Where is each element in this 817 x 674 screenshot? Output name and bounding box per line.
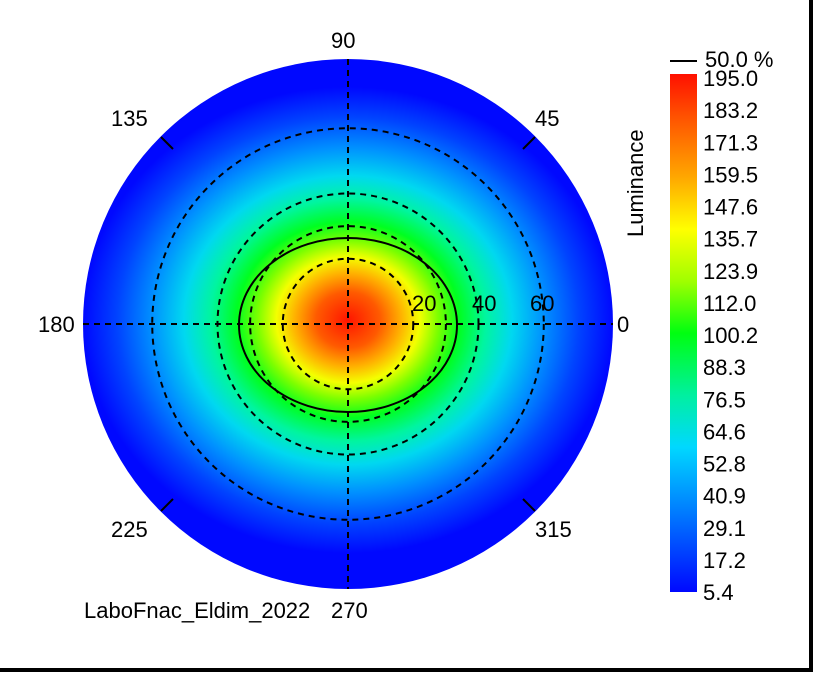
radial-label-40: 40 <box>472 291 496 316</box>
angle-label-180: 180 <box>38 312 75 337</box>
colorbar-tick-label: 195.0 <box>703 66 758 91</box>
colorbar-tick-label: 112.0 <box>703 291 756 316</box>
angle-label-225: 225 <box>111 517 148 542</box>
angle-label-45: 45 <box>535 106 559 131</box>
diagonal-ticks <box>160 136 536 512</box>
colorbar-tick-label: 52.8 <box>703 452 746 477</box>
colorbar-tick-label: 100.2 <box>703 323 758 348</box>
colorbar-tick-label: 29.1 <box>703 516 746 541</box>
colorbar-tick-label: 5.4 <box>703 580 734 605</box>
angle-label-135: 135 <box>111 106 148 131</box>
angle-label-270: 270 <box>331 598 368 623</box>
colorbar-tick-label: 183.2 <box>703 98 758 123</box>
colorbar-tick-label: 40.9 <box>703 484 746 509</box>
colorbar-tick-label: 76.5 <box>703 387 746 412</box>
contour-legend-label: 50.0 % <box>705 47 774 72</box>
colorbar-label: Luminance <box>623 129 648 237</box>
radial-label-60: 60 <box>530 291 554 316</box>
colorbar <box>670 74 697 592</box>
colorbar-tick-label: 88.3 <box>703 355 746 380</box>
radial-label-20: 20 <box>412 291 436 316</box>
colorbar-tick-label: 123.9 <box>703 259 758 284</box>
radial-ring-30 <box>249 225 447 423</box>
colorbar-tick-label: 159.5 <box>703 162 758 187</box>
colorbar-ticks: 195.0 183.2 171.3 159.5 147.6 135.7 123.9 112.0… <box>703 66 758 605</box>
colorbar-tick-label: 171.3 <box>703 130 758 155</box>
angle-label-0: 0 <box>617 312 629 337</box>
colorbar-tick-label: 135.7 <box>703 227 758 252</box>
colorbar-tick-label: 17.2 <box>703 548 746 573</box>
colorbar-tick-label: 64.6 <box>703 419 746 444</box>
angle-label-315: 315 <box>535 517 572 542</box>
colorbar-tick-label: 147.6 <box>703 195 758 220</box>
radial-ring-60 <box>151 127 545 521</box>
footer-text: LaboFnac_Eldim_2022 <box>84 598 310 623</box>
angle-label-90: 90 <box>331 28 355 53</box>
